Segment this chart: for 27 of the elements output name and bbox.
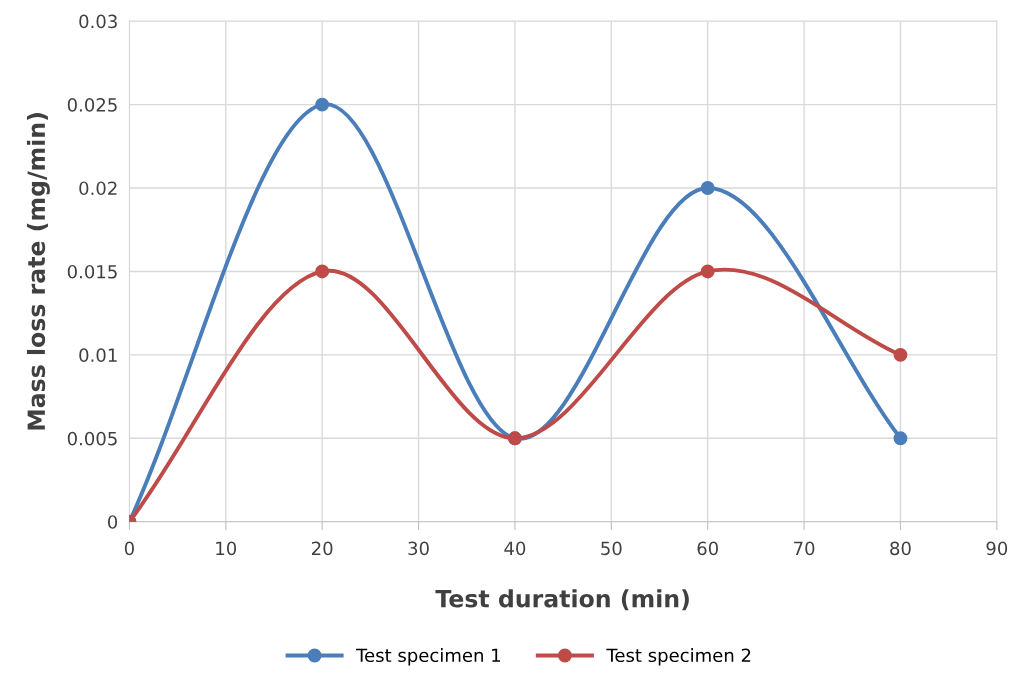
x-tick-label: 90 bbox=[986, 541, 1008, 556]
point bbox=[315, 264, 330, 279]
x-tick-label: 40 bbox=[504, 541, 526, 556]
y-tick-label: 0.01 bbox=[79, 348, 117, 362]
y-tick-label: 0 bbox=[108, 515, 118, 529]
y-tick-label: 0.025 bbox=[67, 98, 117, 112]
legend-label: Test specimen 2 bbox=[606, 648, 751, 666]
y-tick-label: 0.005 bbox=[67, 431, 117, 446]
x-tick-label: 60 bbox=[697, 541, 718, 556]
x-tick-label: 70 bbox=[794, 541, 815, 556]
point bbox=[893, 431, 908, 446]
y-tick-label: 0.015 bbox=[67, 264, 117, 279]
y-tick-label: 0.03 bbox=[79, 14, 117, 29]
point bbox=[700, 181, 715, 195]
x-axis-title: Test duration (min) bbox=[435, 589, 689, 611]
y-tick-label: 0.02 bbox=[79, 181, 117, 196]
x-tick-label: 80 bbox=[890, 541, 911, 556]
x-tick-label: 10 bbox=[216, 541, 237, 556]
x-tick-label: 0 bbox=[124, 541, 134, 556]
x-tick-label: 20 bbox=[312, 541, 333, 556]
point bbox=[315, 97, 330, 112]
legend-label: Test specimen 1 bbox=[356, 648, 501, 666]
point bbox=[893, 347, 908, 362]
point bbox=[700, 264, 715, 279]
x-tick-label: 30 bbox=[408, 541, 429, 556]
x-tick-label: 50 bbox=[601, 541, 622, 556]
y-axis-title: Mass loss rate (mg/min) bbox=[26, 113, 50, 430]
